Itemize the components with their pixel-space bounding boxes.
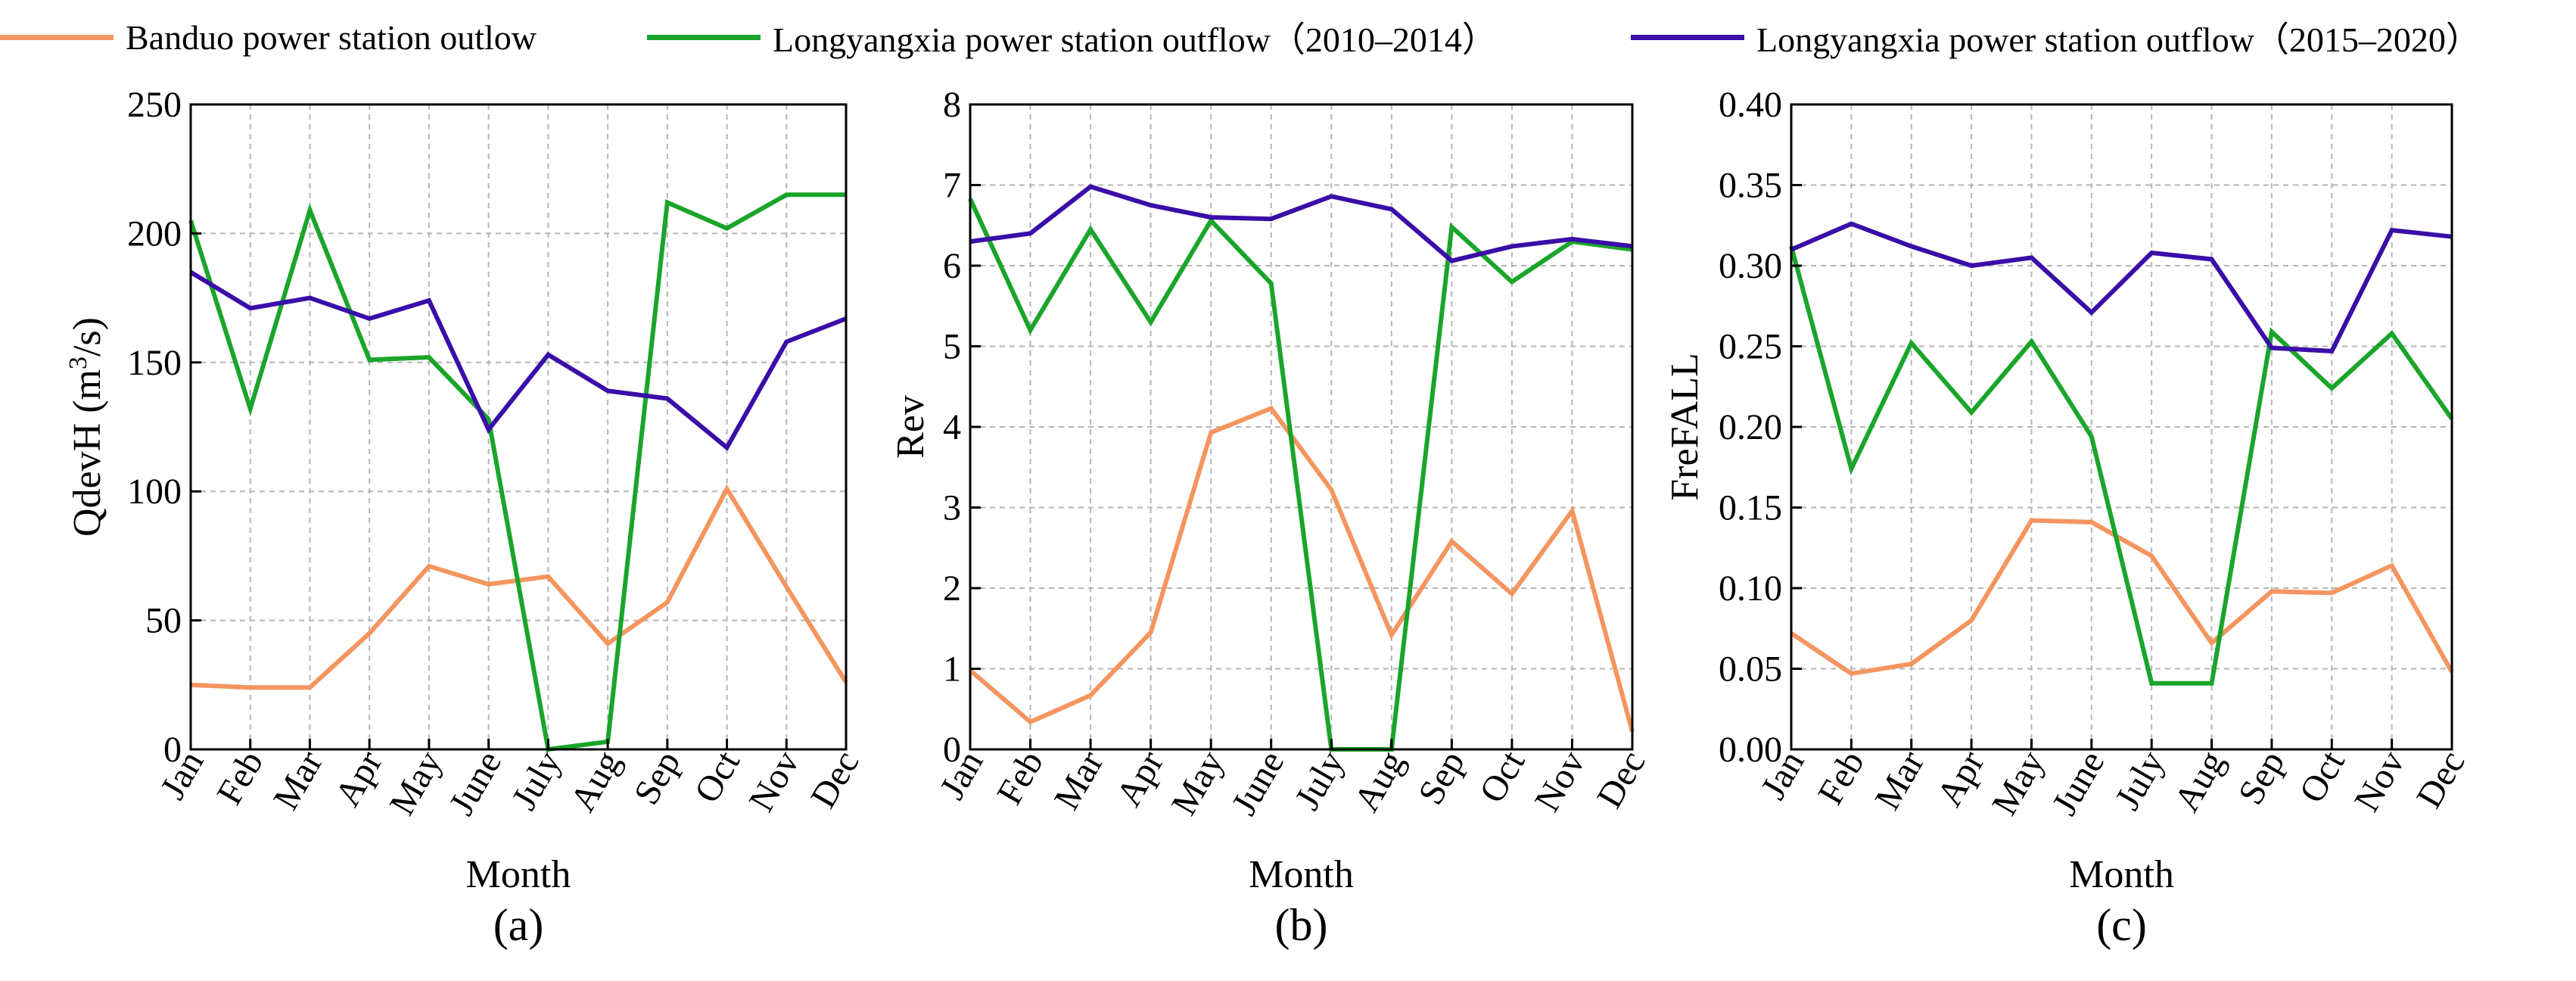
- y-tick-label: 4: [943, 407, 961, 447]
- y-axis-title-main: FreFALL: [1663, 353, 1706, 500]
- legend-item-lyx-2010: Longyangxia power station outflow（2010–2…: [647, 11, 1497, 64]
- y-tick-label: 8: [943, 85, 961, 125]
- x-tick-label: Sep: [2231, 744, 2293, 811]
- chart-panel-3: 0.000.050.100.150.200.250.300.350.40JanF…: [1663, 85, 2473, 950]
- y-tick-label: 0.15: [1719, 488, 1782, 528]
- x-tick-label: Aug: [562, 744, 628, 818]
- series-line-lyx-2015: [969, 184, 1633, 263]
- x-tick-label: Aug: [2167, 744, 2232, 818]
- series-line-lyx-2010: [968, 198, 1633, 752]
- panel-label: (b): [1275, 900, 1328, 950]
- y-tick-label: 200: [127, 213, 182, 254]
- x-tick-label: Dec: [1589, 744, 1654, 814]
- x-tick-label: July: [2108, 744, 2173, 817]
- y-tick-label: 0.35: [1719, 166, 1782, 206]
- x-tick-label: July: [1287, 744, 1352, 817]
- x-tick-label: Nov: [1527, 744, 1593, 818]
- x-tick-label: Nov: [742, 744, 807, 818]
- y-tick-label: 0.05: [1719, 649, 1782, 690]
- x-tick-label: Sep: [1411, 744, 1473, 811]
- legend-label-lyx-2015: Longyangxia power station outflow（2015–2…: [1756, 20, 2481, 59]
- y-axis-title: FreFALL: [1663, 353, 1706, 500]
- y-tick-label: 1: [943, 649, 961, 690]
- plot-frame: [189, 103, 848, 751]
- series-line-lyx-2010: [188, 192, 846, 752]
- y-axis-title-main: QdevH (m: [66, 369, 109, 537]
- x-tick-label: May: [382, 744, 450, 822]
- x-tick-label: Nov: [2347, 744, 2413, 818]
- series-line-lyx-2015: [1790, 221, 2453, 354]
- x-tick-label: Dec: [803, 744, 867, 814]
- y-tick-label: 2: [943, 568, 961, 609]
- x-tick-label: Mar: [1047, 744, 1112, 817]
- x-tick-label: Dec: [2409, 744, 2473, 814]
- x-axis-title: Month: [466, 853, 571, 896]
- series-line-banduo: [1790, 518, 2454, 677]
- y-tick-label: 100: [127, 472, 182, 512]
- y-tick-label: 0: [163, 730, 182, 770]
- chart-panel-1: 0 50 100 150 200 250 JanFebMarAprMayJuneJulyAu…: [64, 85, 867, 950]
- legend-item-lyx-2015: Longyangxia power station outflow（2015–2…: [1631, 11, 2481, 64]
- x-tick-label: Sep: [626, 744, 688, 811]
- x-tick-label: June: [441, 744, 509, 822]
- legend-label-lyx-2010: Longyangxia power station outflow（2010–2…: [773, 20, 1497, 59]
- x-tick-label: Oct: [687, 743, 748, 809]
- legend-swatch-lyx-2010: [647, 34, 761, 40]
- chart-panel-2: 0 1 2 3 4 5 6 7 8 JanFebMarAprMayJuneJulyAugSepOc…: [889, 85, 1654, 950]
- series-line-banduo: [969, 405, 1635, 733]
- x-tick-label: Oct: [1472, 743, 1533, 809]
- y-tick-label: 0.00: [1719, 730, 1782, 770]
- x-axis-title: Month: [2069, 853, 2174, 896]
- x-tick-label: May: [1984, 744, 2052, 822]
- x-tick-label: July: [504, 744, 569, 817]
- x-tick-label: Jan: [153, 744, 212, 806]
- x-tick-label: Apr: [1929, 744, 1992, 813]
- y-tick-label: 0.10: [1719, 568, 1782, 609]
- y-axis-title-tail: /s): [66, 317, 109, 357]
- y-tick-label: 3: [943, 488, 961, 528]
- legend-item-banduo: Banduo power station outlow: [0, 11, 537, 64]
- y-axis-title-superscript: 3: [64, 357, 92, 369]
- y-tick-label: 5: [943, 327, 961, 367]
- y-tick-label: 150: [127, 343, 182, 383]
- x-tick-label: Jan: [932, 744, 991, 806]
- x-tick-label: Mar: [1867, 744, 1932, 817]
- x-tick-label: Feb: [209, 744, 271, 811]
- x-tick-label: Feb: [989, 744, 1051, 811]
- y-tick-label: 7: [943, 166, 961, 206]
- y-tick-label: 250: [127, 85, 182, 125]
- y-tick-label: 50: [145, 601, 182, 641]
- y-tick-label: 0.30: [1719, 246, 1782, 286]
- x-tick-label: Mar: [266, 744, 331, 817]
- y-tick-label: 0.40: [1719, 85, 1782, 125]
- x-tick-label: Feb: [1810, 744, 1872, 811]
- legend-swatch-lyx-2015: [1631, 34, 1744, 40]
- y-axis-title: Rev: [889, 395, 932, 459]
- y-axis-title: QdevH (m3/s): [64, 317, 109, 537]
- y-tick-label: 6: [943, 246, 961, 286]
- legend: Banduo power station outlow Longyangxia …: [0, 0, 2576, 76]
- legend-swatch-banduo: [0, 34, 114, 40]
- series-line-lyx-2010: [1789, 245, 2454, 686]
- x-tick-label: Aug: [1346, 744, 1412, 818]
- panel-label: (a): [493, 900, 544, 950]
- y-tick-label: 0: [943, 730, 961, 770]
- x-tick-label: Oct: [2291, 743, 2353, 809]
- series-line-lyx-2015: [189, 269, 848, 451]
- panel-label: (c): [2096, 900, 2147, 950]
- x-tick-label: Apr: [1109, 744, 1171, 813]
- y-axis-title-main: Rev: [889, 395, 932, 459]
- x-tick-label: May: [1164, 744, 1232, 822]
- y-tick-label: 0.25: [1719, 327, 1782, 367]
- legend-label-banduo: Banduo power station outlow: [126, 17, 537, 57]
- x-tick-label: Apr: [327, 744, 390, 813]
- x-axis-title: Month: [1249, 853, 1354, 896]
- x-tick-label: June: [1224, 744, 1292, 822]
- x-tick-label: June: [2044, 744, 2112, 822]
- y-tick-label: 0.20: [1719, 407, 1782, 447]
